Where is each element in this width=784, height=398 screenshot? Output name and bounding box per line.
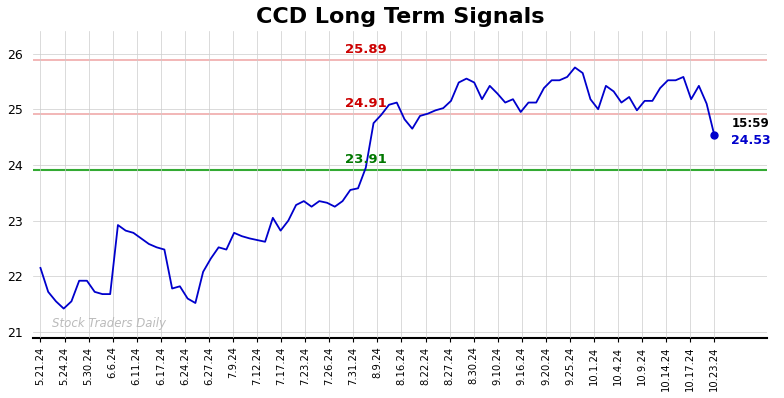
Text: 24.91: 24.91	[344, 98, 387, 110]
Text: Stock Traders Daily: Stock Traders Daily	[53, 317, 166, 330]
Point	[708, 132, 720, 139]
Title: CCD Long Term Signals: CCD Long Term Signals	[256, 7, 545, 27]
Text: 23.91: 23.91	[344, 153, 387, 166]
Text: 15:59: 15:59	[731, 117, 769, 130]
Text: 24.53: 24.53	[731, 135, 771, 148]
Text: 25.89: 25.89	[344, 43, 387, 56]
